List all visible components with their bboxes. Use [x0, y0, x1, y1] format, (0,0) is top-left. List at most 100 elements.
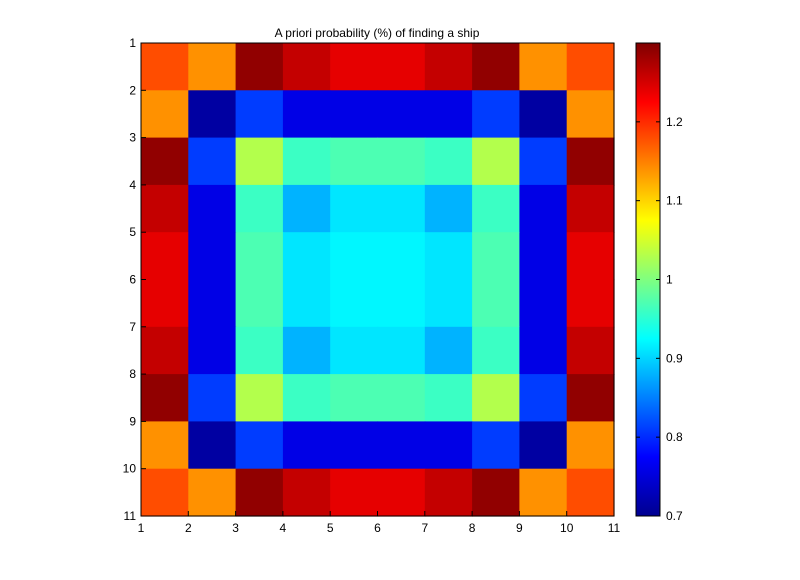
heatmap-cell	[472, 232, 520, 281]
heatmap-cell	[188, 374, 237, 422]
heatmap-cell	[424, 421, 473, 470]
x-tick-label: 5	[327, 521, 334, 535]
y-tick-label: 5	[129, 225, 136, 239]
heatmap-cell	[330, 279, 379, 328]
heatmap-cell	[235, 374, 284, 422]
colorbar-tick-label: 1.2	[666, 115, 683, 129]
y-tick-label: 7	[129, 320, 136, 334]
heatmap-cell	[519, 326, 568, 375]
heatmap-cell	[330, 137, 379, 186]
heatmap-cell	[282, 43, 331, 91]
heatmap-cell	[188, 137, 237, 186]
heatmap-cell	[235, 232, 284, 281]
y-tick-label: 1	[129, 36, 136, 50]
heatmap-cell	[472, 137, 520, 186]
heatmap-cell	[330, 326, 379, 375]
heatmap-cell	[566, 232, 615, 281]
heatmap-cell	[188, 279, 237, 328]
x-tick-label: 6	[374, 521, 381, 535]
colorbar-tick-label: 0.9	[666, 351, 683, 365]
heatmap-cell	[472, 326, 520, 375]
heatmap-cell	[282, 90, 331, 139]
heatmap-cell	[141, 137, 189, 186]
heatmap-cell	[472, 279, 520, 328]
heatmap-cell	[519, 279, 568, 328]
heatmap-cell	[424, 184, 473, 233]
heatmap-cell	[377, 326, 426, 375]
x-axis: 1 2 3 4 5 6 7 8 9 10 11	[138, 511, 621, 535]
heatmap-cell	[235, 184, 284, 233]
colorbar-axis: 0.7 0.8 0.9 1 1.1 1.2	[636, 115, 683, 523]
heatmap-cell	[141, 421, 189, 470]
heatmap-cell	[519, 374, 568, 422]
heatmap-cell	[519, 90, 568, 139]
heatmap-cell	[188, 184, 237, 233]
y-tick-label: 3	[129, 131, 136, 145]
heatmap-cell	[566, 43, 615, 91]
heatmap-cell	[235, 43, 284, 91]
heatmap-cell	[424, 232, 473, 281]
heatmap-cell	[188, 232, 237, 281]
heatmap-cell	[377, 232, 426, 281]
heatmap-cell	[472, 43, 520, 91]
chart-title: A priori probability (%) of finding a sh…	[275, 26, 480, 40]
x-tick-label: 4	[280, 521, 287, 535]
heatmap-cell	[282, 468, 331, 517]
heatmap-cell	[377, 421, 426, 470]
heatmap-cell	[282, 421, 331, 470]
heatmap-cell	[472, 184, 520, 233]
heatmap-cell	[141, 326, 189, 375]
heatmap-cell	[330, 90, 379, 139]
heatmap-cell	[141, 184, 189, 233]
colorbar-tick-label: 1	[666, 273, 673, 287]
heatmap-cell	[566, 184, 615, 233]
heatmap-cell	[235, 90, 284, 139]
heatmap-cell	[141, 468, 189, 517]
heatmap-cell	[566, 137, 615, 186]
heatmap-cell	[519, 421, 568, 470]
x-tick-label: 8	[469, 521, 476, 535]
y-tick-label: 2	[129, 83, 136, 97]
heatmap-cell	[424, 43, 473, 91]
heatmap-cell	[330, 421, 379, 470]
heatmap-cell	[377, 137, 426, 186]
heatmap-cell	[519, 184, 568, 233]
heatmap-cell	[472, 421, 520, 470]
heatmap-cell	[519, 137, 568, 186]
x-tick-label: 10	[560, 521, 574, 535]
heatmap-cell	[566, 90, 615, 139]
heatmap-cell	[330, 43, 379, 91]
heatmap-cell	[141, 374, 189, 422]
y-tick-label: 8	[129, 367, 136, 381]
heatmap-cell	[377, 184, 426, 233]
heatmap-cell	[188, 90, 237, 139]
y-tick-label: 10	[123, 462, 137, 476]
heatmap-cell	[566, 326, 615, 375]
heatmap-cell	[235, 326, 284, 375]
heatmap-cell	[235, 137, 284, 186]
heatmap-cell	[188, 468, 237, 517]
x-tick-label: 7	[421, 521, 428, 535]
heatmap-cell	[377, 279, 426, 328]
heatmap-cell	[141, 90, 189, 139]
heatmap-cell	[330, 184, 379, 233]
heatmap-cell	[188, 421, 237, 470]
heatmap-cell	[472, 468, 520, 517]
heatmap-cell	[141, 232, 189, 281]
heatmap-cell	[282, 137, 331, 186]
heatmap-cell	[424, 90, 473, 139]
heatmap-cell	[188, 43, 237, 91]
heatmap-cell	[424, 374, 473, 422]
heatmap-cell	[377, 43, 426, 91]
heatmap-cell	[519, 43, 568, 91]
heatmap-cell	[377, 90, 426, 139]
y-tick-label: 9	[129, 414, 136, 428]
heatmap-cell	[235, 421, 284, 470]
y-tick-label: 11	[124, 509, 137, 523]
heatmap-cell	[330, 468, 379, 517]
heatmap-cells	[141, 43, 615, 517]
heatmap-cell	[141, 279, 189, 328]
heatmap-cell	[282, 232, 331, 281]
y-tick-label: 4	[129, 178, 136, 192]
